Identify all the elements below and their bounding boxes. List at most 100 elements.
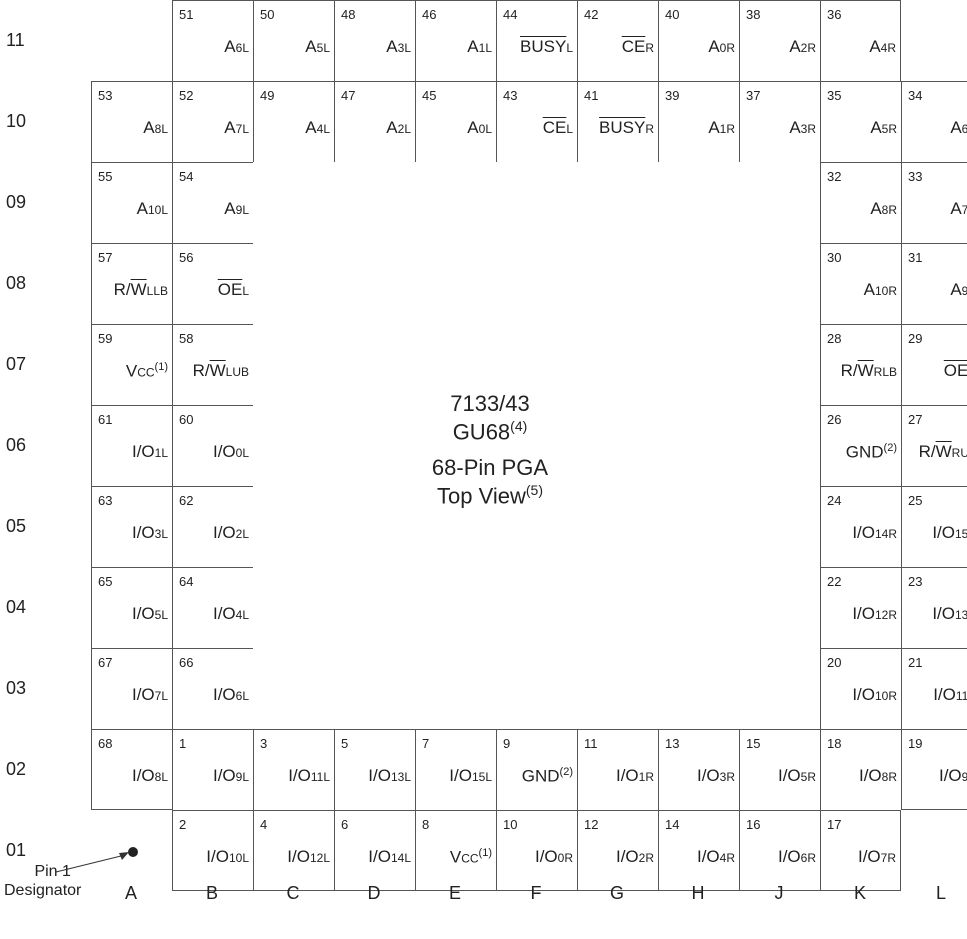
pin-signal: CER: [621, 37, 654, 56]
pin-signal: A0L: [467, 118, 492, 137]
pin-number: 28: [827, 331, 842, 346]
pin-number: 33: [908, 169, 923, 184]
pin-number: 25: [908, 493, 923, 508]
pin-signal: R/WRLB: [840, 361, 897, 380]
pin-cell: 59 VCC(1): [91, 324, 172, 405]
package-type: 68-Pin PGA: [431, 455, 549, 481]
pin-signal: A8L: [143, 118, 168, 137]
row-label: 01: [6, 840, 27, 860]
pin-signal: A1R: [708, 118, 735, 137]
pin-number: 55: [98, 169, 113, 184]
pin-cell: 68 I/O8L: [91, 729, 172, 810]
pin-number: 41: [584, 88, 599, 103]
pin-number: 13: [665, 736, 680, 751]
pin-number: 35: [827, 88, 842, 103]
column-label: B: [205, 883, 218, 903]
pin-signal: A3L: [386, 37, 411, 56]
pin-signal: I/O12L: [287, 847, 330, 866]
pin-cell: 22 I/O12R: [820, 567, 901, 648]
pin-cell: 6 I/O14L: [334, 810, 415, 891]
pin-cell: 18 I/O8R: [820, 729, 901, 810]
pin-cell: 26 GND(2): [820, 405, 901, 486]
pin-cell: 53 A8L: [91, 81, 172, 162]
pin-signal: I/O13R: [932, 604, 967, 623]
column-label: H: [691, 883, 705, 903]
pin-cell: 33 A7R: [901, 162, 967, 243]
pin-cell: 11 I/O1R: [577, 729, 658, 810]
pin-signal: I/O8R: [858, 766, 897, 785]
pin-cell: 29 OER: [901, 324, 967, 405]
pin-signal: I/O10R: [852, 685, 897, 704]
pin-cell: 42 CER: [577, 0, 658, 81]
pin-signal: I/O7L: [131, 685, 168, 704]
package-code: GU68(4): [452, 418, 528, 445]
pin-cell: 10 I/O0R: [496, 810, 577, 891]
pin-number: 12: [584, 817, 599, 832]
pin-signal: I/O9R: [938, 766, 967, 785]
pin-signal: I/O4L: [212, 604, 249, 623]
pin-number: 18: [827, 736, 842, 751]
pin-cell: 55 A10L: [91, 162, 172, 243]
pin-signal: OER: [943, 361, 967, 380]
pin-number: 47: [341, 88, 356, 103]
pin-signal: A4L: [305, 118, 330, 137]
pin-number: 6: [341, 817, 349, 832]
column-label: A: [124, 883, 137, 903]
pin-cell: 17 I/O7R: [820, 810, 901, 891]
pin-signal: A7R: [950, 199, 967, 218]
pin-number: 38: [746, 7, 761, 22]
pin-signal: A2L: [386, 118, 411, 137]
pin-cell: 45 A0L: [415, 81, 496, 162]
pin-number: 34: [908, 88, 923, 103]
pin-number: 61: [98, 412, 113, 427]
pin-number: 31: [908, 250, 923, 265]
pin-number: 26: [827, 412, 842, 427]
pin-cell: 27 R/WRUB: [901, 405, 967, 486]
pin-number: 10: [503, 817, 518, 832]
pin-signal: I/O2L: [212, 523, 249, 542]
pin-number: 20: [827, 655, 842, 670]
pin-number: 14: [665, 817, 680, 832]
pin-signal: I/O3R: [696, 766, 735, 785]
pin-signal: A2R: [789, 37, 816, 56]
pin-signal: GND(2): [845, 442, 897, 462]
row-label: 04: [6, 597, 27, 617]
pin-cell: 50 A5L: [253, 0, 334, 81]
pin-number: 7: [422, 736, 430, 751]
pin-signal: R/WRUB: [918, 442, 967, 461]
pin-number: 57: [98, 250, 113, 265]
pin-cell: 3 I/O11L: [253, 729, 334, 810]
pin-signal: I/O12R: [852, 604, 897, 623]
pin-signal: I/O4R: [696, 847, 735, 866]
pin-signal: I/O15R: [932, 523, 967, 542]
pin-number: 16: [746, 817, 761, 832]
pin-number: 32: [827, 169, 842, 184]
pin-signal: A5L: [305, 37, 330, 56]
pin-cell: 21 I/O11R: [901, 648, 967, 729]
pin-cell: 25 I/O15R: [901, 486, 967, 567]
pin-signal: A1L: [467, 37, 492, 56]
pin-number: 42: [584, 7, 599, 22]
pin-cell: 19 I/O9R: [901, 729, 967, 810]
pin-number: 53: [98, 88, 113, 103]
pin-number: 21: [908, 655, 923, 670]
pin-cell: 39 A1R: [658, 81, 739, 162]
pin-cell: 14 I/O4R: [658, 810, 739, 891]
pin-number: 56: [179, 250, 194, 265]
row-label: 03: [6, 678, 27, 698]
pin-cell: 65 I/O5L: [91, 567, 172, 648]
pin-number: 49: [260, 88, 275, 103]
pin-signal: I/O0L: [212, 442, 249, 461]
pin-number: 29: [908, 331, 923, 346]
row-label: 10: [6, 111, 27, 131]
row-label: 08: [6, 273, 27, 293]
pin-number: 8: [422, 817, 430, 832]
pin-cell: 32 A8R: [820, 162, 901, 243]
pin-signal: I/O9L: [212, 766, 249, 785]
pin-cell: 43 CEL: [496, 81, 577, 162]
pin-cell: 9 GND(2): [496, 729, 577, 810]
pin-cell: 46 A1L: [415, 0, 496, 81]
pin-cell: 56 OEL: [172, 243, 253, 324]
pin-signal: I/O11R: [933, 685, 967, 704]
